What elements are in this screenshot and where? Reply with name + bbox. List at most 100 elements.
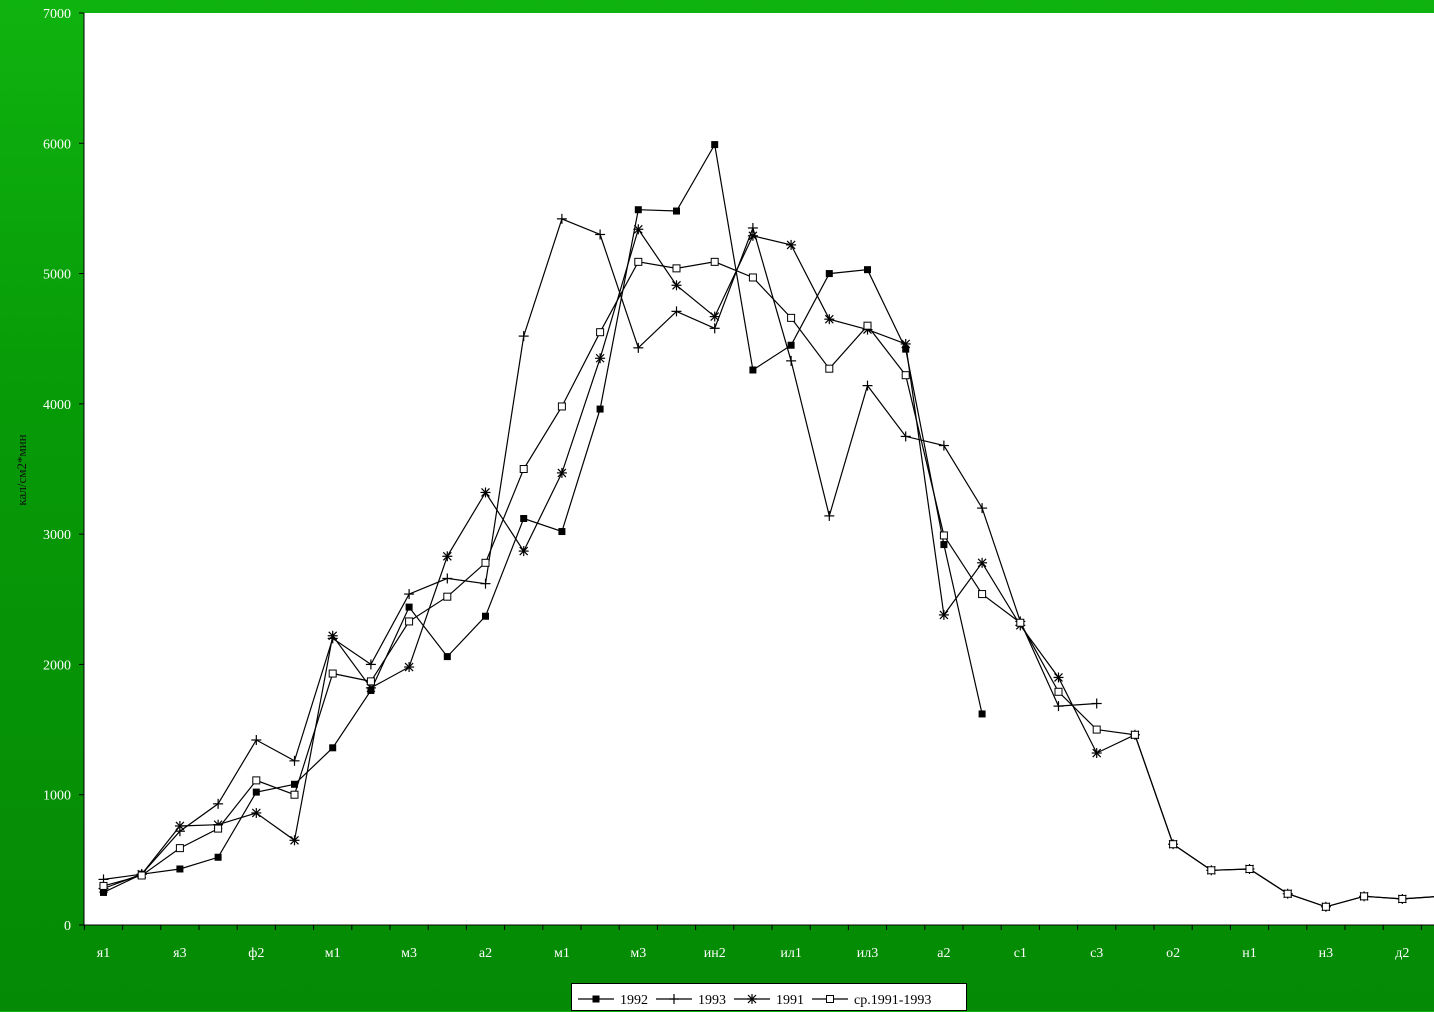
- data-point: [1131, 731, 1138, 738]
- data-point: [444, 593, 451, 600]
- legend-label: 1991: [776, 993, 804, 1008]
- legend-svg: 1992 1993 1991 ср.1991-1993: [572, 984, 968, 1012]
- x-tick-label: н1: [1242, 946, 1257, 961]
- y-tick-label: 4000: [43, 398, 71, 413]
- x-tick-label: ил3: [857, 946, 878, 961]
- data-point: [635, 206, 642, 213]
- data-point: [595, 353, 605, 363]
- data-point: [749, 366, 756, 373]
- data-point: [786, 240, 796, 250]
- data-point: [1208, 867, 1215, 874]
- y-tick-label: 5000: [43, 268, 71, 283]
- data-point: [593, 996, 600, 1003]
- data-point: [979, 710, 986, 717]
- data-point: [597, 329, 604, 336]
- data-point: [175, 821, 185, 831]
- data-point: [597, 406, 604, 413]
- data-point: [1017, 619, 1024, 626]
- x-tick-label: я1: [97, 946, 110, 961]
- data-point: [138, 872, 145, 879]
- y-tick-label: 0: [64, 919, 71, 934]
- x-tick-label: ин2: [704, 946, 726, 961]
- data-point: [1093, 726, 1100, 733]
- y-tick-label: 6000: [43, 137, 71, 152]
- plot-area: [84, 13, 1434, 925]
- data-point: [404, 662, 414, 672]
- data-point: [633, 224, 643, 234]
- data-point: [672, 280, 682, 290]
- x-tick-label: ф2: [248, 946, 264, 961]
- x-tick-label: с1: [1014, 946, 1027, 961]
- x-tick-label: м3: [401, 946, 417, 961]
- data-point: [253, 777, 260, 784]
- data-point: [901, 339, 911, 349]
- data-point: [251, 808, 261, 818]
- data-point: [176, 865, 183, 872]
- data-point: [215, 825, 222, 832]
- data-point: [328, 631, 338, 641]
- x-tick-label: м3: [630, 946, 646, 961]
- data-point: [558, 403, 565, 410]
- data-point: [635, 258, 642, 265]
- data-point: [1284, 890, 1291, 897]
- data-point: [176, 845, 183, 852]
- data-point: [864, 266, 871, 273]
- chart-legend: 1992 1993 1991 ср.1991-1993: [571, 983, 967, 1011]
- data-point: [788, 342, 795, 349]
- legend-label: 1992: [620, 993, 648, 1008]
- data-point: [711, 258, 718, 265]
- data-point: [329, 744, 336, 751]
- x-tick-label: я3: [173, 946, 186, 961]
- data-point: [482, 613, 489, 620]
- legend-item: ср.1991-1993: [812, 993, 931, 1008]
- y-tick-label: 1000: [43, 789, 71, 804]
- data-point: [558, 528, 565, 535]
- x-tick-label: с3: [1090, 946, 1103, 961]
- data-point: [979, 591, 986, 598]
- data-point: [557, 468, 567, 478]
- data-point: [367, 678, 374, 685]
- data-point: [100, 882, 107, 889]
- data-point: [1092, 748, 1102, 758]
- data-point: [1170, 841, 1177, 848]
- data-point: [520, 515, 527, 522]
- data-point: [442, 551, 452, 561]
- legend-item: 1992: [578, 993, 648, 1008]
- data-point: [940, 532, 947, 539]
- data-point: [673, 208, 680, 215]
- y-axis-label: кал/см2*мин: [14, 434, 29, 505]
- data-point: [406, 618, 413, 625]
- x-tick-label: н3: [1319, 946, 1334, 961]
- data-point: [481, 487, 491, 497]
- data-point: [669, 994, 679, 1004]
- legend-item: 1991: [734, 993, 804, 1008]
- data-point: [827, 996, 834, 1003]
- data-point: [444, 653, 451, 660]
- data-point: [788, 314, 795, 321]
- data-point: [939, 610, 949, 620]
- x-tick-label: ил1: [780, 946, 801, 961]
- data-point: [710, 312, 720, 322]
- data-point: [826, 270, 833, 277]
- data-point: [1322, 903, 1329, 910]
- x-tick-label: о2: [1166, 946, 1180, 961]
- data-point: [977, 558, 987, 568]
- data-point: [1055, 688, 1062, 695]
- data-point: [673, 265, 680, 272]
- data-point: [329, 670, 336, 677]
- y-tick-label: 2000: [43, 658, 71, 673]
- data-point: [519, 546, 529, 556]
- data-point: [291, 791, 298, 798]
- x-tick-label: а2: [937, 946, 950, 961]
- data-point: [1246, 865, 1253, 872]
- data-point: [711, 141, 718, 148]
- data-point: [824, 314, 834, 324]
- data-point: [482, 559, 489, 566]
- x-tick-label: а2: [479, 946, 492, 961]
- data-point: [215, 854, 222, 861]
- data-point: [1054, 672, 1064, 682]
- legend-label: 1993: [698, 993, 726, 1008]
